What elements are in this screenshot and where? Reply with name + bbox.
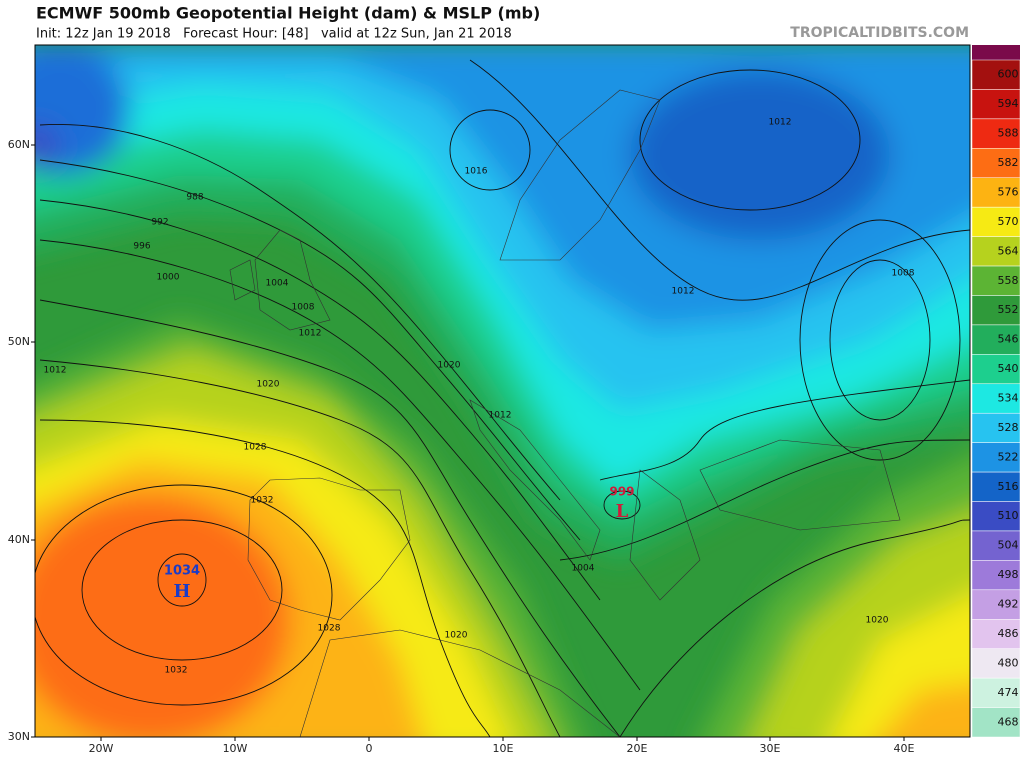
lat-label: 30N (8, 730, 30, 743)
height-bands (35, 45, 970, 737)
lon-label: 0 (366, 742, 373, 755)
colorbar-label: 588 (998, 127, 1019, 140)
subtitle: Init: 12z Jan 19 2018 Forecast Hour: [48… (36, 27, 512, 42)
low-pressure: 999 (609, 485, 634, 499)
colorbar-swatch (971, 148, 1021, 178)
lon-label: 30E (760, 742, 781, 755)
isobar-label: 1000 (157, 273, 180, 283)
isobar-label: 1008 (292, 303, 315, 313)
isobar-label: 1012 (299, 329, 322, 339)
colorbar-label: 558 (998, 274, 1019, 287)
isobar-label: 1028 (318, 624, 341, 634)
colorbar-swatch (971, 501, 1021, 532)
colorbar-label: 546 (998, 333, 1019, 346)
lon-label: 20E (627, 742, 648, 755)
lat-label: 40N (8, 533, 30, 546)
colorbar-swatch (971, 177, 1021, 208)
colorbar-swatch (971, 383, 1021, 414)
isobar-label: 1020 (257, 380, 280, 390)
isobar-label: 1012 (672, 287, 695, 297)
isobars (35, 59, 970, 737)
colorbar-swatch (971, 589, 1021, 620)
lon-label: 40E (894, 742, 915, 755)
colorbar-label: 516 (998, 480, 1019, 493)
high-symbol: H (173, 581, 190, 602)
isobar-label: 1020 (438, 361, 461, 371)
isobar-label: 992 (151, 218, 168, 228)
isobar-label: 1032 (251, 496, 274, 506)
colorbar-label: 552 (998, 303, 1019, 316)
colorbar-label: 492 (998, 598, 1019, 611)
colorbar-label: 564 (998, 244, 1019, 257)
colorbar-swatch (971, 619, 1021, 649)
colorbar-swatch (971, 324, 1021, 355)
map-area (35, 45, 970, 737)
isobar-label: 1016 (465, 167, 488, 177)
lon-label: 10E (493, 742, 514, 755)
isobar-label: 1032 (165, 666, 188, 676)
lon-label: 10W (223, 742, 248, 755)
lat-label: 50N (8, 335, 30, 348)
colorbar-label: 540 (998, 362, 1019, 375)
colorbar-swatch (971, 236, 1021, 267)
isobar-label: 1028 (244, 443, 267, 453)
colorbar-swatch (971, 206, 1021, 237)
isobar-label: 1020 (445, 631, 468, 641)
map-labels: 1034 H 999 L (164, 485, 635, 603)
colorbar-swatch (971, 295, 1021, 326)
colorbar-swatch (971, 59, 1021, 90)
colorbar-label: 534 (998, 392, 1019, 405)
isobar-label: 1012 (769, 118, 792, 128)
isobar-label: 1004 (266, 279, 289, 289)
low-symbol: L (616, 501, 629, 522)
isobar-label: 1020 (866, 616, 889, 626)
colorbar-swatch (971, 118, 1021, 149)
title: ECMWF 500mb Geopotential Height (dam) & … (36, 4, 540, 23)
isobar-label: 1004 (572, 564, 595, 574)
colorbar-label: 474 (998, 686, 1019, 699)
colorbar-label: 504 (998, 539, 1019, 552)
colorbar-label: 600 (998, 68, 1019, 81)
colorbar-label: 510 (998, 509, 1019, 522)
credit: TROPICALTIDBITS.COM (790, 25, 969, 41)
high-pressure: 1034 (164, 564, 200, 579)
colorbar-swatch (971, 530, 1021, 561)
colorbar-label: 486 (998, 627, 1019, 640)
colorbar-label: 582 (998, 156, 1019, 169)
colorbar-label: 528 (998, 421, 1019, 434)
isobar-label: 988 (186, 193, 203, 203)
isobar-label: 996 (133, 242, 150, 252)
colorbar-label: 480 (998, 656, 1019, 669)
isobar-label: 1012 (489, 411, 512, 421)
colorbar-swatch (971, 412, 1021, 443)
colorbar-swatch (971, 707, 1021, 738)
colorbar-swatch (971, 648, 1021, 679)
coastlines (229, 89, 901, 737)
colorbar-label: 498 (998, 568, 1019, 581)
isobar-label: 1008 (892, 269, 915, 279)
colorbar-cap (972, 45, 1020, 60)
colorbar-swatch (971, 354, 1021, 385)
colorbar-swatch (971, 677, 1021, 708)
colorbar-label: 576 (998, 185, 1019, 198)
colorbar-swatch (971, 89, 1021, 120)
lat-label: 60N (8, 138, 30, 151)
colorbar-label: 570 (998, 215, 1019, 228)
lon-label: 20W (89, 742, 114, 755)
colorbar-label: 468 (998, 715, 1019, 728)
colorbar-label: 594 (998, 97, 1019, 110)
colorbar-label: 522 (998, 450, 1019, 463)
isobar-label: 1012 (44, 366, 67, 376)
colorbar-swatch (971, 265, 1021, 296)
